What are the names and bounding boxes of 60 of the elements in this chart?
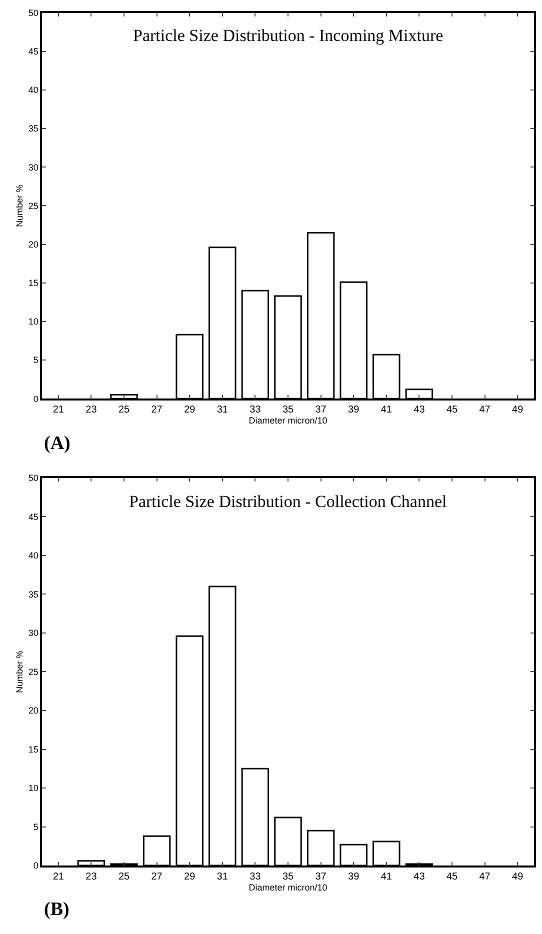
x-tick-label: 47 <box>479 404 491 416</box>
y-tick-label: 15 <box>28 744 38 754</box>
y-tick-label: 50 <box>28 8 38 18</box>
x-tick-label: 39 <box>348 404 360 416</box>
x-tick-label: 41 <box>380 404 392 416</box>
y-tick-label: 15 <box>28 278 38 288</box>
x-tick-label: 37 <box>315 871 327 882</box>
y-tick-label: 10 <box>28 783 38 794</box>
y-tick-label: 45 <box>28 46 38 57</box>
y-tick-label: 10 <box>28 316 38 327</box>
y-tick-label: 0 <box>33 394 38 404</box>
y-tick-label: 5 <box>33 822 38 832</box>
x-tick-label: 39 <box>348 871 360 882</box>
y-tick-label: 30 <box>28 628 38 638</box>
x-tick-label: 49 <box>512 871 524 882</box>
y-tick-label: 20 <box>28 239 38 250</box>
x-tick-label: 23 <box>86 404 98 416</box>
x-tick-label: 31 <box>216 871 228 882</box>
y-tick-label: 20 <box>28 706 38 716</box>
text: (A) <box>44 433 70 454</box>
x-tick-label: 29 <box>184 871 196 882</box>
x-axis-title: Diameter micron/10 <box>248 415 328 426</box>
y-tick-label: 40 <box>28 550 38 561</box>
x-tick-label: 43 <box>414 871 426 882</box>
x-tick-label: 47 <box>479 871 491 882</box>
text: Particle Size Distribution - Collection Channel <box>129 492 448 511</box>
x-tick-label: 45 <box>446 404 458 416</box>
y-tick-label: 5 <box>33 355 38 366</box>
x-tick-label: 25 <box>118 871 130 882</box>
x-tick-label: 33 <box>250 404 262 416</box>
x-axis-title: Diameter micron/10 <box>248 882 328 892</box>
y-axis-title: Number % <box>14 650 24 693</box>
y-tick-label: 25 <box>28 200 38 211</box>
y-tick-label: 30 <box>28 162 38 172</box>
x-tick-label: 33 <box>250 871 262 882</box>
x-tick-label: 43 <box>414 404 426 416</box>
x-tick-label: 29 <box>184 404 196 416</box>
y-tick-label: 45 <box>28 512 38 522</box>
x-tick-label: 27 <box>151 404 163 416</box>
x-tick-label: 37 <box>315 404 327 416</box>
y-axis-title: Number % <box>14 184 24 227</box>
y-tick-label: 25 <box>28 666 38 677</box>
y-tick-label: 40 <box>28 85 38 96</box>
text: Particle Size Distribution - Incoming Mixture <box>133 26 444 45</box>
x-tick-label: 45 <box>446 871 458 882</box>
y-tick-label: 35 <box>28 124 38 134</box>
x-tick-label: 27 <box>151 871 163 882</box>
x-tick-label: 41 <box>380 871 392 882</box>
y-tick-label: 50 <box>28 473 38 484</box>
x-tick-label: 35 <box>282 871 294 882</box>
x-tick-label: 21 <box>52 871 64 882</box>
x-tick-label: 31 <box>216 404 228 416</box>
y-tick-label: 0 <box>33 860 38 871</box>
text: (B) <box>44 899 70 920</box>
x-tick-label: 49 <box>512 404 524 416</box>
x-tick-label: 23 <box>86 871 98 882</box>
y-tick-label: 35 <box>28 589 38 600</box>
x-tick-label: 35 <box>282 404 294 416</box>
x-tick-label: 25 <box>118 404 130 416</box>
x-tick-label: 21 <box>52 404 64 416</box>
